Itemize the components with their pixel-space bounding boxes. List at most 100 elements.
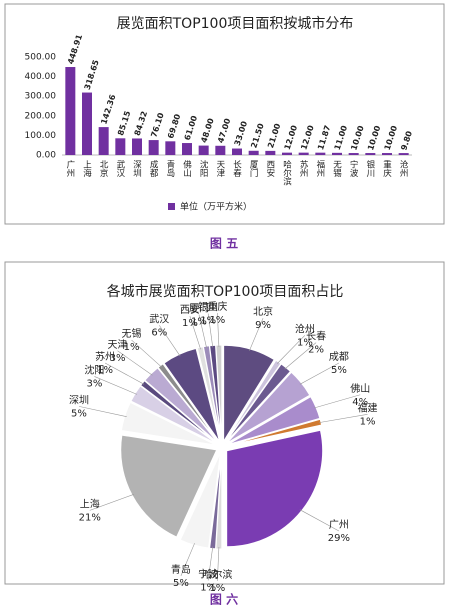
- bar-title: 展览面积TOP100项目面积按城市分布: [117, 15, 354, 32]
- x-tick-label: 北京: [98, 160, 108, 178]
- slice-name: 青岛: [171, 563, 191, 576]
- legend-swatch: [168, 203, 175, 210]
- bar: [232, 148, 242, 155]
- slice-label: 1%: [200, 316, 216, 327]
- slice-name: 西安: [180, 303, 200, 316]
- caption: 图 五: [210, 237, 238, 251]
- value-label: 448.91: [66, 33, 84, 66]
- slice-name: 长春: [306, 331, 326, 343]
- value-label: 10.00: [349, 124, 366, 151]
- caption: 图 六: [210, 592, 238, 607]
- x-tick-label: 成都: [148, 159, 158, 178]
- slice-name: 广州: [329, 519, 349, 531]
- pie-slice: [157, 363, 219, 443]
- leader-line: [117, 350, 153, 376]
- value-label: 142.36: [99, 93, 117, 126]
- bar: [148, 140, 159, 155]
- slice-name: 成都: [329, 351, 349, 363]
- x-tick-label: 上海: [82, 160, 92, 178]
- pie-slice: [224, 359, 282, 443]
- slice-label: 2%: [308, 345, 324, 356]
- y-tick-label: 400.00: [25, 72, 57, 82]
- y-tick-label: 200.00: [25, 111, 57, 121]
- bar: [332, 152, 342, 155]
- x-tick-label: 长春: [232, 159, 242, 178]
- value-label: 61.00: [183, 114, 200, 141]
- leader-line: [249, 317, 264, 351]
- x-tick-label: 沈阳: [198, 159, 208, 178]
- x-tick-label: 西安: [265, 160, 275, 178]
- leader-line: [131, 339, 162, 368]
- slice-label: 1%: [200, 582, 216, 593]
- bar: [98, 127, 109, 155]
- pie-slice: [163, 347, 220, 442]
- bar: [298, 152, 309, 155]
- bar: [82, 92, 92, 155]
- y-tick-label: 100.00: [25, 131, 57, 141]
- leader-line: [104, 362, 145, 385]
- slice-name: 武汉: [149, 312, 169, 325]
- pie-slice: [225, 363, 292, 443]
- leader-line: [180, 543, 195, 577]
- value-label: 69.80: [166, 112, 183, 139]
- slice-label: 1%: [124, 342, 140, 353]
- slice-name: 深圳: [69, 394, 89, 406]
- x-tick-label: 哈尔滨: [282, 159, 292, 186]
- slice-label: 5%: [331, 365, 347, 376]
- value-label: 11.00: [333, 124, 350, 151]
- slice-label: 3%: [110, 353, 126, 364]
- slice-label: 4%: [352, 397, 368, 408]
- slice-name: 沧州: [295, 322, 315, 335]
- value-label: 84.32: [133, 110, 149, 137]
- value-label: 11.87: [316, 124, 332, 151]
- bar: [215, 145, 226, 155]
- leader-line: [299, 362, 340, 385]
- slice-label: 1%: [209, 583, 225, 594]
- slice-name: 银川: [198, 301, 218, 314]
- leader-line: [284, 342, 317, 370]
- slice-label: 1%: [360, 416, 376, 427]
- slice-name: 厦门: [189, 302, 209, 315]
- x-tick-label: 佛山: [182, 159, 192, 178]
- leader-line: [299, 509, 340, 532]
- slice-label: 21%: [79, 512, 101, 523]
- bar: [115, 138, 126, 155]
- leader-line: [89, 494, 135, 511]
- leader-line: [217, 546, 220, 581]
- slice-name: 沈阳: [84, 363, 104, 376]
- value-label: 12.00: [283, 124, 300, 151]
- slice-name: 北京: [253, 305, 273, 318]
- slice-name: 福建: [358, 401, 378, 414]
- slice-label: 1%: [191, 317, 207, 328]
- slice-label: 3%: [86, 378, 102, 389]
- leader-line: [314, 394, 361, 409]
- bar: [382, 153, 392, 155]
- leader-line: [94, 376, 138, 395]
- slice-name: 重庆: [207, 300, 227, 313]
- pie-slice: [140, 380, 218, 444]
- value-label: 10.00: [366, 124, 383, 151]
- x-tick-label: 天津: [215, 160, 225, 178]
- value-label: 85.15: [116, 109, 133, 136]
- bar: [65, 67, 76, 155]
- bar: [132, 138, 142, 155]
- pie-slice: [130, 385, 218, 445]
- x-tick-label: 苏州: [298, 159, 308, 177]
- leader-line: [318, 414, 368, 423]
- slice-label: 5%: [173, 578, 189, 589]
- bar: [265, 150, 276, 155]
- slice-name: 宁波: [198, 567, 218, 580]
- value-label: 12.00: [299, 124, 316, 151]
- value-label: 21.00: [266, 122, 283, 149]
- leader-line: [277, 335, 306, 364]
- value-label: 10.00: [383, 124, 400, 151]
- value-label: 47.00: [216, 117, 233, 144]
- slice-name: 上海: [80, 497, 100, 510]
- pie-title: 各城市展览面积TOP100项目面积占比: [107, 283, 344, 300]
- slice-label: 9%: [255, 320, 271, 331]
- bar: [248, 150, 259, 155]
- slice-label: 6%: [151, 327, 167, 338]
- x-tick-label: 厦门: [248, 160, 258, 178]
- bar: [198, 145, 209, 155]
- slice-label: 29%: [328, 533, 350, 544]
